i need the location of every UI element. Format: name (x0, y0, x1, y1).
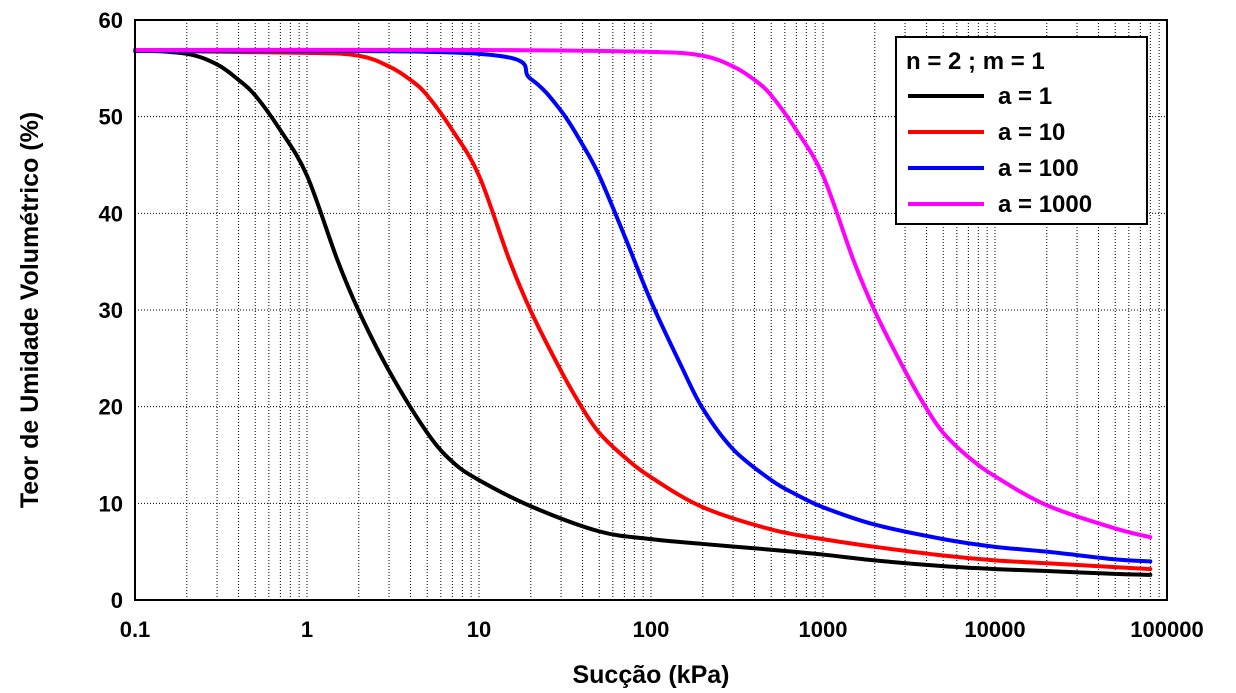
grid (135, 20, 1167, 600)
y-tick-label: 60 (99, 8, 123, 33)
y-tick-label: 20 (99, 395, 123, 420)
x-axis-label: Sucção (kPa) (572, 661, 729, 689)
y-tick-labels: 0 10 20 30 40 50 60 (99, 8, 123, 613)
series-line (133, 48, 1153, 572)
legend-label: a = 10 (998, 119, 1065, 146)
series-line (133, 47, 1153, 540)
y-tick-label: 0 (111, 588, 123, 613)
legend: n = 2 ; m = 1 a = 1 a = 10 a = 100 a = 1000 (895, 36, 1148, 225)
y-tick-label: 50 (99, 105, 123, 130)
x-tick-label: 100 (633, 617, 670, 642)
legend-label: a = 1000 (998, 191, 1092, 218)
x-tick-label: 1000 (799, 617, 848, 642)
legend-label: a = 100 (998, 155, 1079, 182)
y-tick-label: 40 (99, 201, 123, 226)
y-tick-label: 30 (99, 298, 123, 323)
y-tick-label: 10 (99, 491, 123, 516)
y-axis-label: Teor de Umidade Volumétrico (%) (16, 112, 44, 508)
x-tick-label: 100000 (1130, 617, 1203, 642)
plot-frame (134, 19, 1168, 601)
x-tick-label: 0.1 (120, 617, 151, 642)
series-layer (133, 47, 1153, 577)
legend-label: a = 1 (998, 83, 1052, 110)
legend-title: n = 2 ; m = 1 (906, 48, 1045, 75)
x-tick-labels: 0.1 1 10 100 1000 10000 100000 (120, 617, 1204, 642)
series-line (133, 48, 1153, 564)
x-tick-label: 10 (467, 617, 491, 642)
series-line (133, 47, 1153, 577)
x-tick-label: 1 (301, 617, 313, 642)
legend-items: a = 1 a = 10 a = 100 a = 1000 (908, 83, 1092, 218)
x-tick-label: 10000 (964, 617, 1025, 642)
